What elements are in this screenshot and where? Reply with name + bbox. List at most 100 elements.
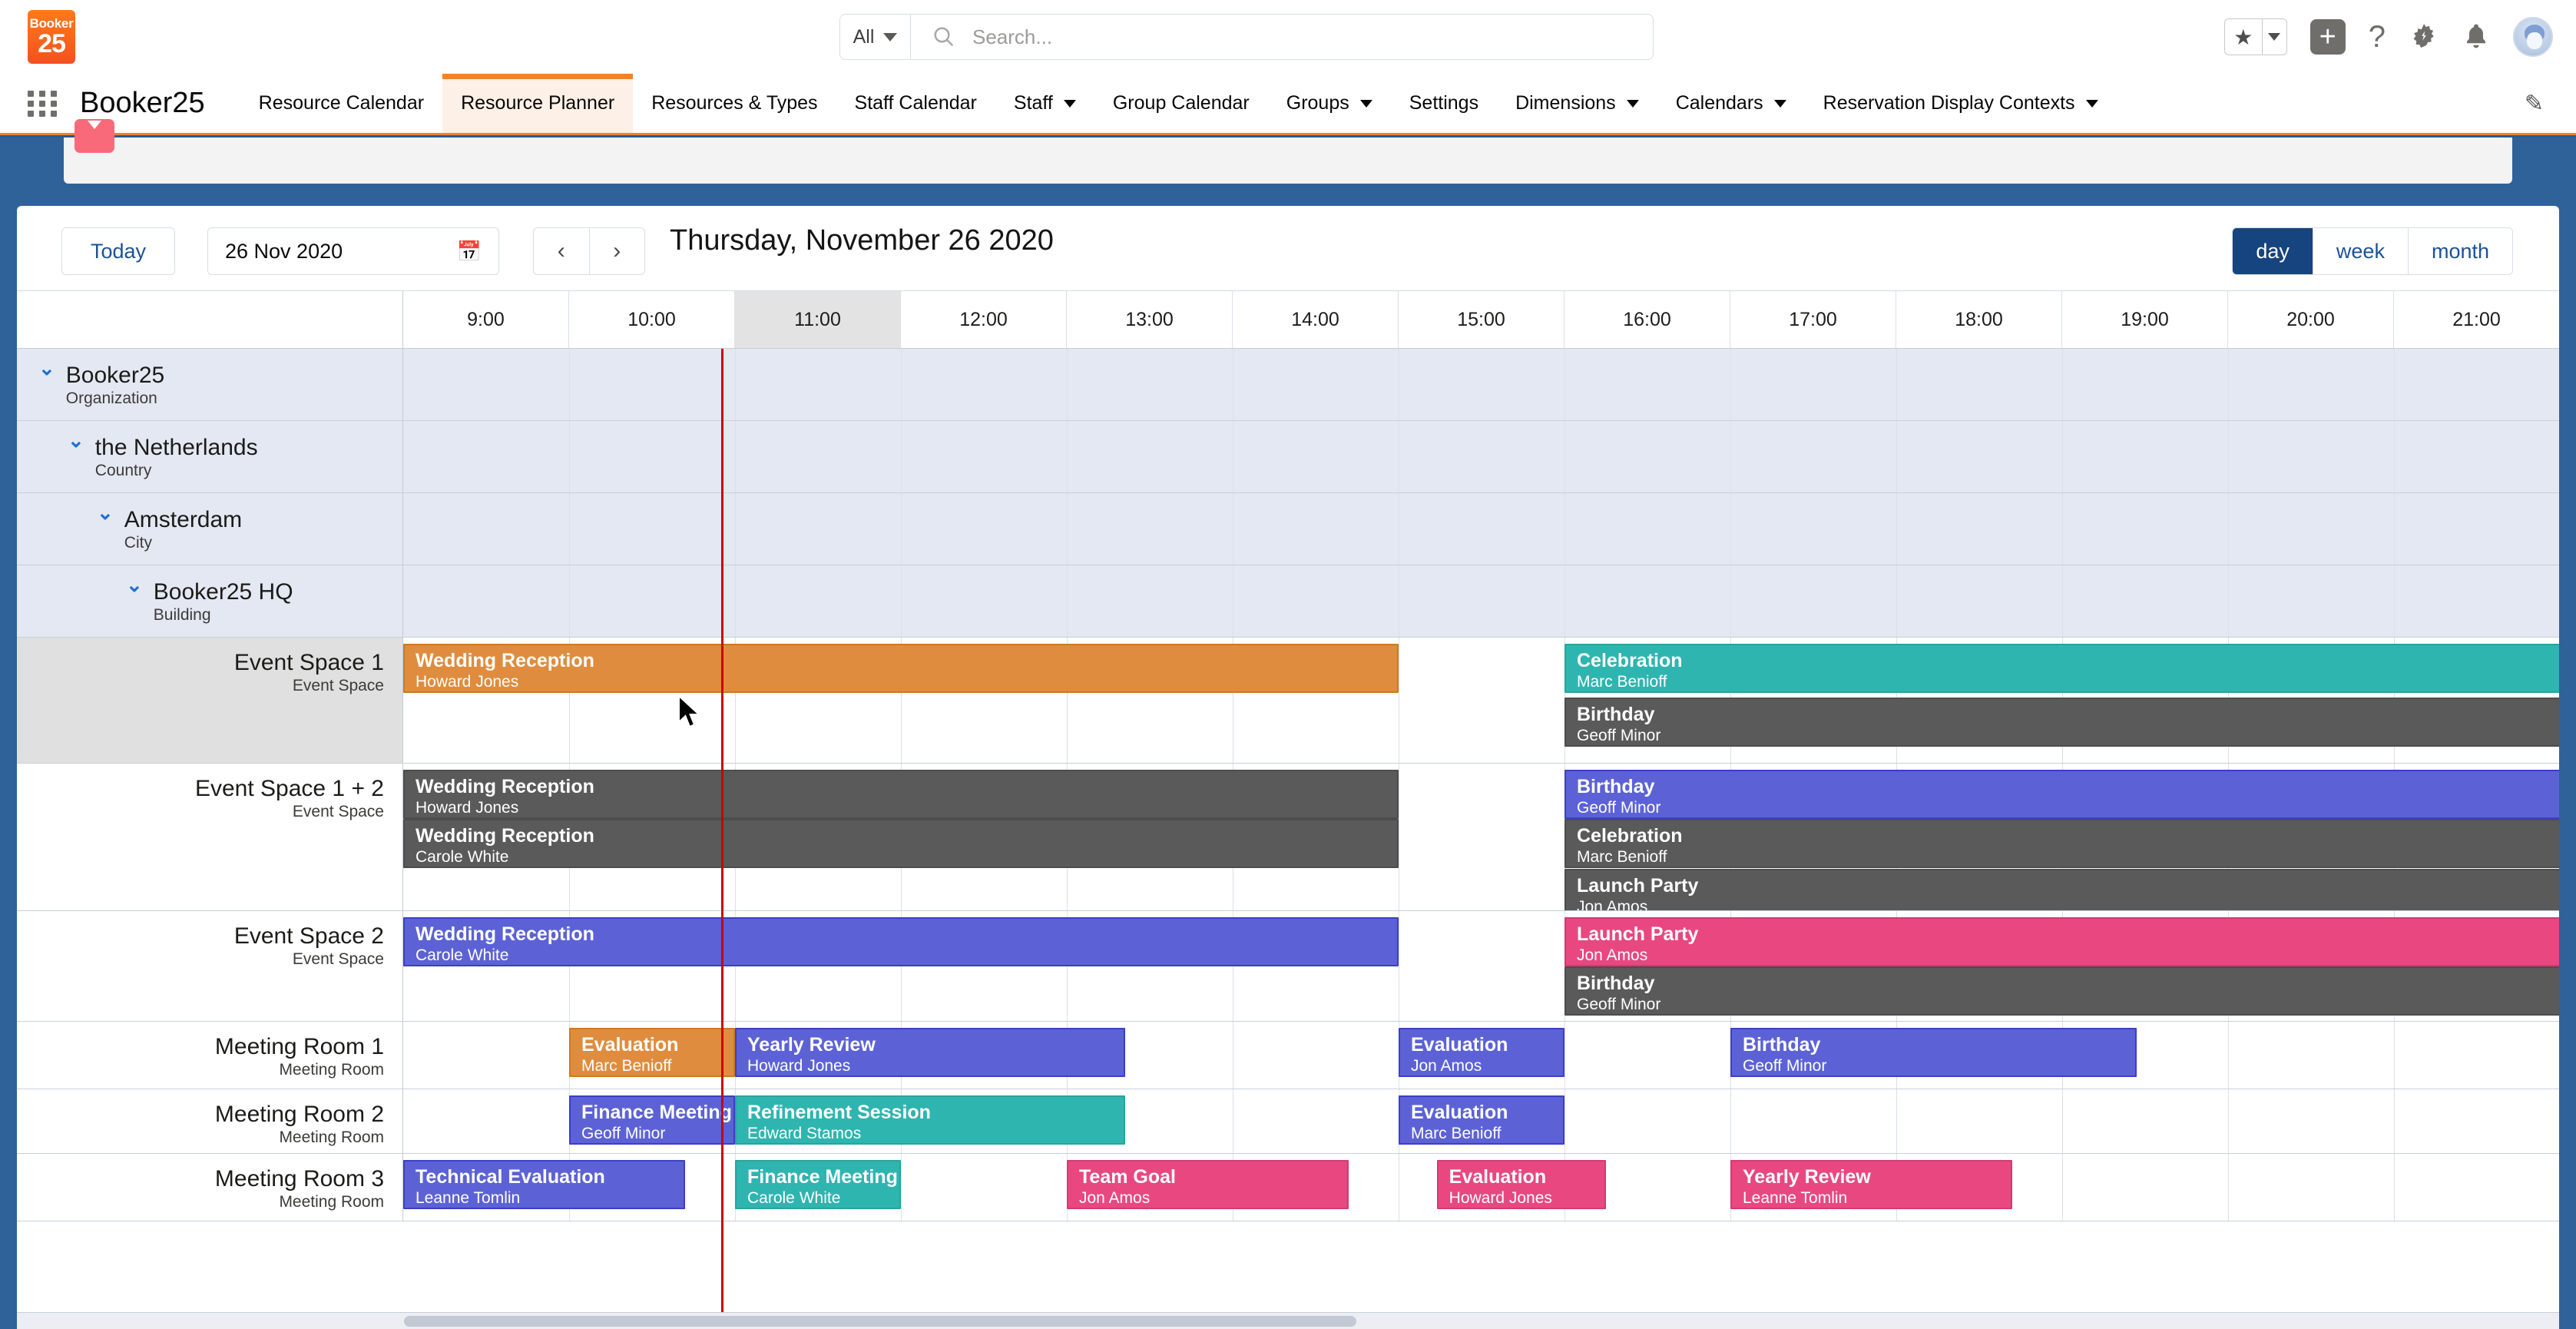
prev-day-button[interactable]: ‹ bbox=[557, 238, 565, 263]
resource-row[interactable]: Meeting Room 1 Meeting Room Evaluation Marc… bbox=[17, 1022, 2559, 1089]
favorites-group[interactable]: ★ bbox=[2223, 18, 2287, 55]
tree-row[interactable]: ⌄ Booker25 Organization bbox=[17, 349, 2559, 421]
collapse-toggle-icon[interactable] bbox=[74, 119, 114, 153]
resource-row[interactable]: Meeting Room 3 Meeting Room Technical Eval… bbox=[17, 1154, 2559, 1221]
logo-line-2: 25 bbox=[38, 29, 66, 58]
calendar-event[interactable]: Finance Meeting Carole White bbox=[735, 1160, 901, 1209]
tree-row[interactable]: ⌄ Amsterdam City bbox=[17, 493, 2559, 565]
resource-row-label[interactable]: Event Space 2 Event Space bbox=[17, 911, 403, 1021]
date-picker[interactable]: 26 Nov 2020 📅 bbox=[207, 227, 499, 275]
app-launcher-icon[interactable] bbox=[28, 90, 58, 117]
calendar-event[interactable]: Wedding Reception Carole White bbox=[403, 819, 1399, 868]
resource-row[interactable]: Meeting Room 2 Meeting Room Finance Meetin… bbox=[17, 1089, 2559, 1154]
calendar-event[interactable]: Celebration Marc Benioff bbox=[1564, 819, 2559, 868]
row-track[interactable] bbox=[403, 565, 2559, 637]
calendar-event[interactable]: Wedding Reception Howard Jones bbox=[403, 644, 1399, 693]
row-track[interactable] bbox=[403, 493, 2559, 565]
calendar-event[interactable]: Evaluation Marc Benioff bbox=[1399, 1095, 1564, 1145]
calendar-event[interactable]: Wedding Reception Carole White bbox=[403, 917, 1399, 966]
column-gridline bbox=[2062, 1154, 2063, 1221]
nav-item-staff-calendar[interactable]: Staff Calendar bbox=[836, 74, 995, 133]
tree-row[interactable]: ⌄ Booker25 HQ Building bbox=[17, 565, 2559, 638]
plus-icon[interactable]: + bbox=[2309, 19, 2346, 55]
salesforce-global-header: Booker 25 All Search... ★ + ? bbox=[0, 0, 2576, 74]
calendar-event[interactable]: Refinement Session Edward Stamos bbox=[735, 1095, 1125, 1145]
nav-item-group-calendar[interactable]: Group Calendar bbox=[1094, 74, 1268, 133]
calendar-event[interactable]: Birthday Geoff Minor bbox=[1564, 698, 2559, 747]
resource-row-label[interactable]: Meeting Room 2 Meeting Room bbox=[17, 1089, 403, 1153]
gear-icon[interactable] bbox=[2409, 22, 2439, 52]
resource-row-label[interactable]: Event Space 1 + 2 Event Space bbox=[17, 764, 403, 910]
search-scope-dropdown[interactable]: All bbox=[840, 15, 911, 59]
resource-row-label[interactable]: Event Space 1 Event Space bbox=[17, 638, 403, 763]
view-month-button[interactable]: month bbox=[2407, 228, 2512, 274]
row-track[interactable]: Finance Meeting Geoff Minor Refinement Ses… bbox=[403, 1089, 2559, 1153]
calendar-event[interactable]: Evaluation Jon Amos bbox=[1399, 1028, 1564, 1077]
view-day-button[interactable]: day bbox=[2233, 228, 2313, 274]
global-search[interactable]: All Search... bbox=[839, 14, 1654, 60]
nav-item-resource-planner[interactable]: Resource Planner bbox=[442, 74, 634, 133]
tree-row[interactable]: ⌄ the Netherlands Country bbox=[17, 421, 2559, 493]
avatar[interactable] bbox=[2513, 17, 2553, 57]
calendar-event[interactable]: Evaluation Howard Jones bbox=[1436, 1160, 1606, 1209]
row-track[interactable]: Wedding Reception Howard Jones Wedding Rec… bbox=[403, 764, 2559, 910]
nav-item-settings[interactable]: Settings bbox=[1391, 74, 1497, 133]
tree-node-name: Booker25 bbox=[65, 363, 165, 388]
calendar-event[interactable]: Launch Party Jon Amos bbox=[1564, 917, 2559, 966]
nav-item-reservation-display-contexts[interactable]: Reservation Display Contexts bbox=[1805, 74, 2117, 133]
search-input[interactable]: Search... bbox=[911, 25, 1653, 49]
calendar-event[interactable]: Celebration Marc Benioff bbox=[1564, 644, 2559, 693]
scrollbar-thumb[interactable] bbox=[404, 1316, 1356, 1327]
row-track[interactable]: Technical Evaluation Leanne Tomlin Finance… bbox=[403, 1154, 2559, 1221]
bell-icon[interactable] bbox=[2462, 22, 2490, 52]
pencil-icon[interactable]: ✎ bbox=[2524, 91, 2544, 116]
nav-item-label: Staff Calendar bbox=[854, 92, 977, 114]
calendar-event[interactable]: Yearly Review Howard Jones bbox=[735, 1028, 1125, 1077]
logo-line-1: Booker bbox=[29, 16, 74, 31]
tree-node-type: Organization bbox=[65, 389, 157, 407]
horizontal-scrollbar[interactable] bbox=[17, 1312, 2559, 1329]
calendar-event[interactable]: Launch Party Jon Amos bbox=[1564, 869, 2559, 910]
nav-item-calendars[interactable]: Calendars bbox=[1657, 74, 1805, 133]
tree-row-label[interactable]: ⌄ Amsterdam City bbox=[17, 493, 403, 565]
resource-row-label[interactable]: Meeting Room 3 Meeting Room bbox=[17, 1154, 403, 1221]
tree-row-label[interactable]: ⌄ Booker25 HQ Building bbox=[17, 565, 403, 637]
resource-row-label[interactable]: Meeting Room 1 Meeting Room bbox=[17, 1022, 403, 1089]
chevron-down-icon[interactable]: ⌄ bbox=[97, 501, 114, 524]
question-icon[interactable]: ? bbox=[2368, 19, 2386, 54]
collapsed-panel[interactable] bbox=[64, 119, 2512, 184]
chevron-down-icon[interactable]: ⌄ bbox=[126, 573, 143, 596]
calendar-event[interactable]: Birthday Geoff Minor bbox=[1730, 1028, 2137, 1077]
calendar-event[interactable]: Evaluation Marc Benioff bbox=[569, 1028, 735, 1077]
row-track[interactable]: Wedding Reception Carole White Launch Part… bbox=[403, 911, 2559, 1021]
calendar-event[interactable]: Birthday Geoff Minor bbox=[1564, 770, 2559, 819]
calendar-event[interactable]: Yearly Review Leanne Tomlin bbox=[1730, 1160, 2013, 1209]
favorites-dropdown[interactable] bbox=[2261, 19, 2286, 55]
chevron-down-icon[interactable]: ⌄ bbox=[68, 429, 84, 452]
row-track[interactable]: Evaluation Marc Benioff Yearly Review Howar… bbox=[403, 1022, 2559, 1089]
calendar-event[interactable]: Wedding Reception Howard Jones bbox=[403, 770, 1399, 819]
nav-item-groups[interactable]: Groups bbox=[1268, 74, 1391, 133]
row-track[interactable]: Wedding Reception Howard Jones Celebration… bbox=[403, 638, 2559, 763]
calendar-event[interactable]: Finance Meeting Geoff Minor bbox=[569, 1095, 735, 1145]
calendar-event[interactable]: Technical Evaluation Leanne Tomlin bbox=[403, 1160, 686, 1209]
nav-item-staff[interactable]: Staff bbox=[995, 74, 1094, 133]
column-gridline bbox=[2394, 1154, 2395, 1221]
resource-row[interactable]: Event Space 2 Event Space Wedding Receptio… bbox=[17, 911, 2559, 1022]
nav-item-resource-calendar[interactable]: Resource Calendar bbox=[240, 74, 442, 133]
row-track[interactable] bbox=[403, 421, 2559, 492]
nav-item-resources-types[interactable]: Resources & Types bbox=[633, 74, 836, 133]
tree-row-label[interactable]: ⌄ Booker25 Organization bbox=[17, 349, 403, 420]
nav-item-dimensions[interactable]: Dimensions bbox=[1497, 74, 1657, 133]
calendar-event[interactable]: Birthday Geoff Minor bbox=[1564, 966, 2559, 1016]
resource-row[interactable]: Event Space 1 Event Space Wedding Receptio… bbox=[17, 638, 2559, 764]
next-day-button[interactable]: › bbox=[588, 228, 645, 274]
tree-row-label[interactable]: ⌄ the Netherlands Country bbox=[17, 421, 403, 492]
calendar-event[interactable]: Team Goal Jon Amos bbox=[1067, 1160, 1349, 1209]
resource-row[interactable]: Event Space 1 + 2 Event Space Wedding Rece… bbox=[17, 764, 2559, 911]
view-week-button[interactable]: week bbox=[2312, 228, 2408, 274]
today-button[interactable]: Today bbox=[61, 227, 175, 275]
chevron-down-icon[interactable]: ⌄ bbox=[38, 356, 55, 379]
star-icon[interactable]: ★ bbox=[2233, 25, 2253, 49]
row-track[interactable] bbox=[403, 349, 2559, 420]
